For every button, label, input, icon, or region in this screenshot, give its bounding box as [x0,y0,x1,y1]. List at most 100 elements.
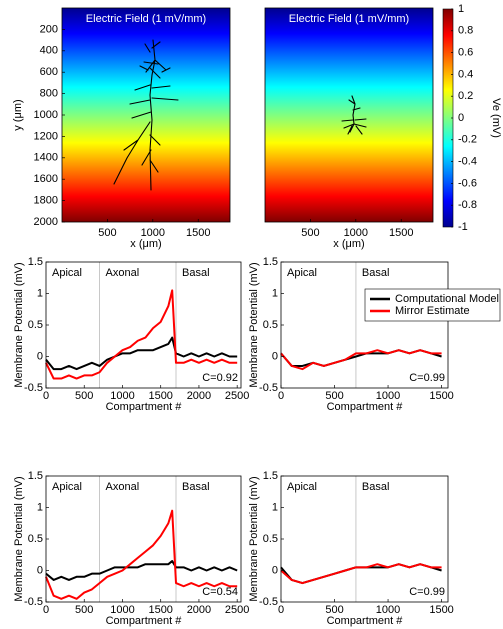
y-tick-label: 1800 [34,195,58,207]
y-tick-label: 1400 [34,152,58,164]
y-tick-label: 0.5 [263,533,278,545]
y-axis-label: Membrane Potential (mV) [13,476,25,601]
x-tick-label: 500 [325,604,343,616]
panel-title: Electric Field (1 mV/mm) [289,13,409,25]
x-tick-label: 500 [301,227,319,239]
y-axis-label: y (μm) [12,99,24,130]
plot-area [281,262,448,388]
x-tick-label: 0 [278,390,284,402]
x-axis-label: Compartment # [327,615,404,627]
y-tick-label: 1.5 [28,256,43,268]
y-tick-label: 1.5 [28,470,43,482]
region-label: Basal [182,481,210,493]
y-tick-label: 0 [37,564,43,576]
y-tick-label: 1.5 [263,256,278,268]
x-axis-label: x (μm) [130,238,161,250]
colorbar-tick-label: -0.2 [458,134,477,146]
colorbar-tick-label: 0.8 [458,25,473,37]
x-tick-label: 500 [325,390,343,402]
region-label: Apical [52,267,82,279]
y-tick-label: 600 [40,66,58,78]
y-tick-label: 1600 [34,173,58,185]
region-label: Basal [182,267,210,279]
x-tick-label: 2500 [225,604,249,616]
y-tick-label: -0.5 [24,596,43,608]
y-axis-label: Membrane Potential (mV) [248,262,260,387]
x-tick-label: 1000 [110,604,134,616]
colorbar-tick-label: 0.2 [458,90,473,102]
field-map [265,8,433,222]
x-tick-label: 500 [75,390,93,402]
y-axis-label: Membrane Potential (mV) [13,262,25,387]
y-tick-label: 0.5 [28,533,43,545]
x-tick-label: 1000 [376,390,400,402]
y-tick-label: 1000 [34,109,58,121]
x-axis-label: Compartment # [327,401,404,413]
colorbar-tick-label: 0.6 [458,47,473,59]
annotation: C=0.99 [409,372,445,384]
y-tick-label: -0.5 [24,382,43,394]
panel-title: Electric Field (1 mV/mm) [86,13,206,25]
y-tick-label: 1.5 [263,470,278,482]
annotation: C=0.54 [202,586,238,598]
x-tick-label: 0 [278,604,284,616]
y-tick-label: 2000 [34,216,58,228]
data-line [280,563,442,585]
neuron-right [341,95,367,135]
x-tick-label: 1500 [429,604,453,616]
y-tick-label: 1200 [34,130,58,142]
y-tick-label: 1 [37,501,43,513]
data-line [45,509,238,600]
y-tick-label: -0.5 [259,596,278,608]
y-tick-label: 0 [272,564,278,576]
y-tick-label: 0 [37,350,43,362]
colorbar-tick-label: 1 [458,3,464,15]
y-tick-label: 1 [37,287,43,299]
heatmaps: Electric Field (1 mV/mm)500 1000 150020040… [12,3,502,250]
x-tick-label: 0 [43,604,49,616]
legend-label: Computational Model [395,293,499,305]
x-axis-label: Compartment # [106,615,183,627]
legend-box [364,288,501,322]
y-tick-label: 0 [272,350,278,362]
region-label: Axonal [106,481,140,493]
data-line [45,289,238,380]
region-label: Axonal [106,267,140,279]
field-map [62,8,230,222]
x-tick-label: 1000 [344,227,368,239]
x-tick-label: 1500 [429,390,453,402]
x-tick-label: 1500 [186,227,210,239]
y-tick-label: 800 [40,88,58,100]
y-tick-label: -0.5 [259,382,278,394]
x-axis-label: Compartment # [106,401,183,413]
y-tick-label: 200 [40,23,58,35]
x-tick-label: 2000 [187,604,211,616]
annotation: C=0.99 [409,586,445,598]
data-line [45,336,238,371]
y-axis-label: Membrane Potential (mV) [248,476,260,601]
data-line [45,560,238,581]
y-tick-label: 1 [272,287,278,299]
region-label: Basal [362,267,390,279]
y-tick-label: 400 [40,45,58,57]
x-tick-label: 1500 [389,227,413,239]
y-tick-label: 0.5 [28,319,43,331]
colorbar-tick-label: -0.8 [458,199,477,211]
colorbar-tick-label: -0.6 [458,177,477,189]
x-tick-label: 1500 [148,390,172,402]
x-axis-label: x (μm) [333,238,364,250]
x-tick-label: 500 [98,227,116,239]
plot-area [46,262,241,388]
y-tick-label: 1 [272,501,278,513]
x-tick-label: 0 [43,390,49,402]
region-label: Apical [52,481,82,493]
region-label: Apical [287,481,317,493]
data-line [280,349,442,371]
annotation: C=0.92 [202,372,238,384]
plot-area [281,476,448,602]
region-label: Basal [362,481,390,493]
x-tick-label: 1000 [141,227,165,239]
x-tick-label: 1500 [148,604,172,616]
x-tick-label: 1000 [376,604,400,616]
